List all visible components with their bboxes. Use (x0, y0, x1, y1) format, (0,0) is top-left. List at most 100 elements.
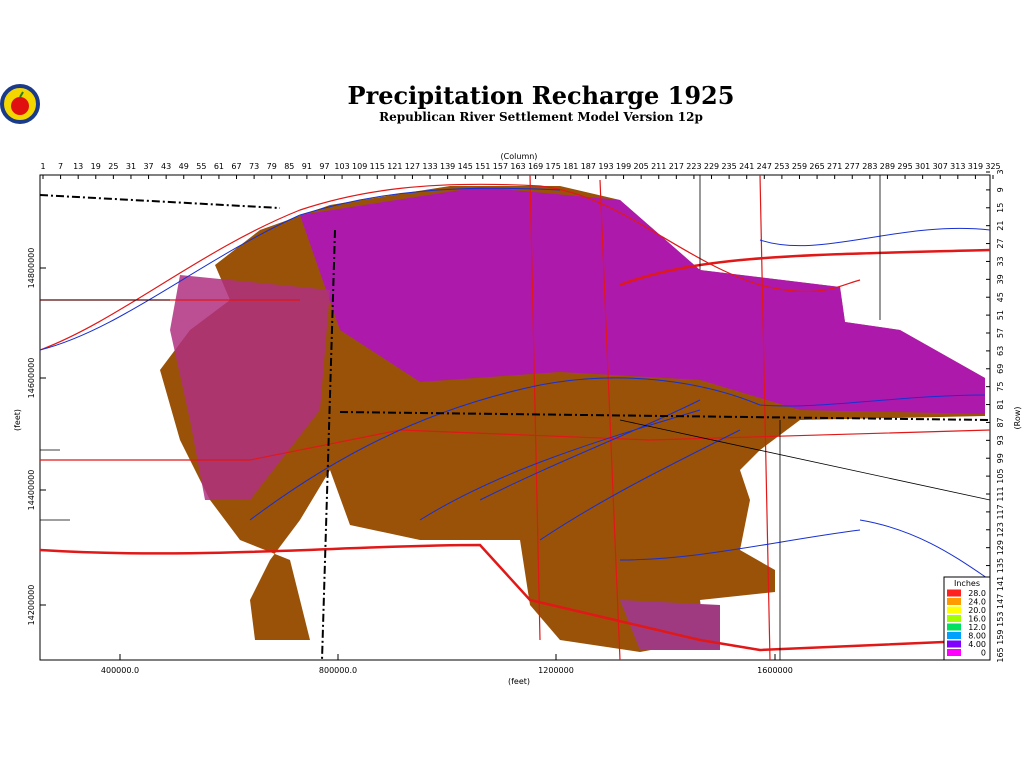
column-tick-label: 151 (475, 162, 490, 171)
row-tick-label: 3 (996, 169, 1005, 174)
row-tick-label: 159 (996, 629, 1005, 644)
row-tick-label: 135 (996, 558, 1005, 573)
legend-swatch (947, 649, 961, 656)
column-tick-label: 247 (757, 162, 772, 171)
recharge-purple (300, 187, 985, 414)
column-tick-label: 109 (352, 162, 367, 171)
column-tick-label: 13 (73, 162, 83, 171)
column-tick-label: 265 (809, 162, 824, 171)
row-tick-label: 165 (996, 647, 1005, 662)
row-tick-label: 87 (996, 417, 1005, 427)
row-tick-label: 147 (996, 594, 1005, 609)
row-tick-label: 33 (996, 256, 1005, 266)
row-tick-label: 9 (996, 187, 1005, 192)
legend-label: 0 (981, 649, 986, 658)
column-tick-label: 73 (249, 162, 259, 171)
column-tick-label: 295 (897, 162, 912, 171)
column-tick-label: 127 (405, 162, 420, 171)
legend-swatch (947, 632, 961, 639)
legend-label: 16.0 (968, 615, 986, 624)
legend-label: 12.0 (968, 623, 986, 632)
column-tick-label: 7 (58, 162, 63, 171)
column-tick-label: 223 (686, 162, 701, 171)
x-tick-label: 400000.0 (101, 666, 139, 675)
column-tick-label: 25 (108, 162, 118, 171)
column-tick-label: 181 (563, 162, 578, 171)
row-tick-label: 123 (996, 522, 1005, 537)
column-tick-label: 91 (302, 162, 312, 171)
legend-title: Inches (954, 579, 980, 588)
legend-swatch (947, 589, 961, 597)
column-tick-label: 199 (616, 162, 631, 171)
legend-swatch (947, 598, 961, 605)
column-tick-label: 271 (827, 162, 842, 171)
legend-swatch (947, 623, 961, 631)
column-tick-label: 307 (933, 162, 948, 171)
row-tick-label: 153 (996, 612, 1005, 627)
row-axis-label: (Row) (1013, 407, 1022, 430)
column-tick-label: 253 (774, 162, 789, 171)
x-tick-label: 1200000 (538, 666, 574, 675)
column-tick-label: 229 (704, 162, 719, 171)
title: Precipitation Recharge 1925 (348, 81, 735, 110)
legend-label: 20.0 (968, 606, 986, 615)
column-tick-label: 103 (334, 162, 349, 171)
column-tick-label: 277 (845, 162, 860, 171)
column-tick-label: 193 (598, 162, 613, 171)
legend-label: 28.0 (968, 589, 986, 598)
column-tick-label: 79 (267, 162, 277, 171)
column-tick-label: 85 (284, 162, 294, 171)
column-tick-label: 301 (915, 162, 930, 171)
column-tick-label: 325 (985, 162, 1000, 171)
column-tick-label: 259 (792, 162, 807, 171)
column-tick-label: 49 (179, 162, 189, 171)
column-tick-label: 163 (510, 162, 525, 171)
row-tick-label: 51 (996, 310, 1005, 320)
column-tick-label: 19 (91, 162, 101, 171)
column-tick-label: 241 (739, 162, 754, 171)
logo (0, 84, 40, 124)
legend-label: 4.00 (968, 640, 986, 649)
legend: Inches 28.024.020.016.012.08.004.000 (943, 576, 991, 661)
row-tick-label: 69 (996, 364, 1005, 374)
column-tick-label: 187 (581, 162, 596, 171)
column-tick-label: 145 (458, 162, 473, 171)
y-axis-label: (feet) (13, 409, 22, 431)
column-tick-label: 115 (370, 162, 385, 171)
column-tick-label: 211 (651, 162, 666, 171)
column-tick-label: 157 (493, 162, 508, 171)
row-tick-label: 99 (996, 453, 1005, 463)
column-tick-label: 289 (880, 162, 895, 171)
boundaries (39, 175, 991, 661)
column-tick-label: 283 (862, 162, 877, 171)
column-tick-label: 169 (528, 162, 543, 171)
column-tick-label: 67 (231, 162, 241, 171)
row-tick-label: 141 (996, 576, 1005, 591)
row-tick-label: 81 (996, 399, 1005, 409)
column-tick-label: 121 (387, 162, 402, 171)
legend-label: 8.00 (968, 632, 986, 641)
map (39, 174, 991, 661)
column-tick-label: 55 (196, 162, 206, 171)
legend-swatch (947, 606, 961, 614)
x-tick-label: 800000.0 (319, 666, 357, 675)
column-tick-label: 139 (440, 162, 455, 171)
legend-label: 24.0 (968, 598, 986, 607)
x-tick-label: 1600000 (757, 666, 793, 675)
row-tick-label: 75 (996, 382, 1005, 392)
legend-swatch (947, 615, 961, 622)
column-tick-label: 97 (319, 162, 329, 171)
row-tick-label: 57 (996, 328, 1005, 338)
column-tick-label: 43 (161, 162, 171, 171)
row-tick-label: 45 (996, 292, 1005, 302)
recharge-magenta (170, 275, 330, 500)
row-tick-label: 105 (996, 468, 1005, 483)
rivers (39, 187, 991, 581)
column-tick-label: 205 (634, 162, 649, 171)
row-tick-label: 15 (996, 203, 1005, 213)
legend-items: 28.024.020.016.012.08.004.000 (947, 589, 986, 658)
x-axis-label: (feet) (508, 677, 530, 686)
column-tick-label: 313 (950, 162, 965, 171)
column-tick-label: 235 (721, 162, 736, 171)
